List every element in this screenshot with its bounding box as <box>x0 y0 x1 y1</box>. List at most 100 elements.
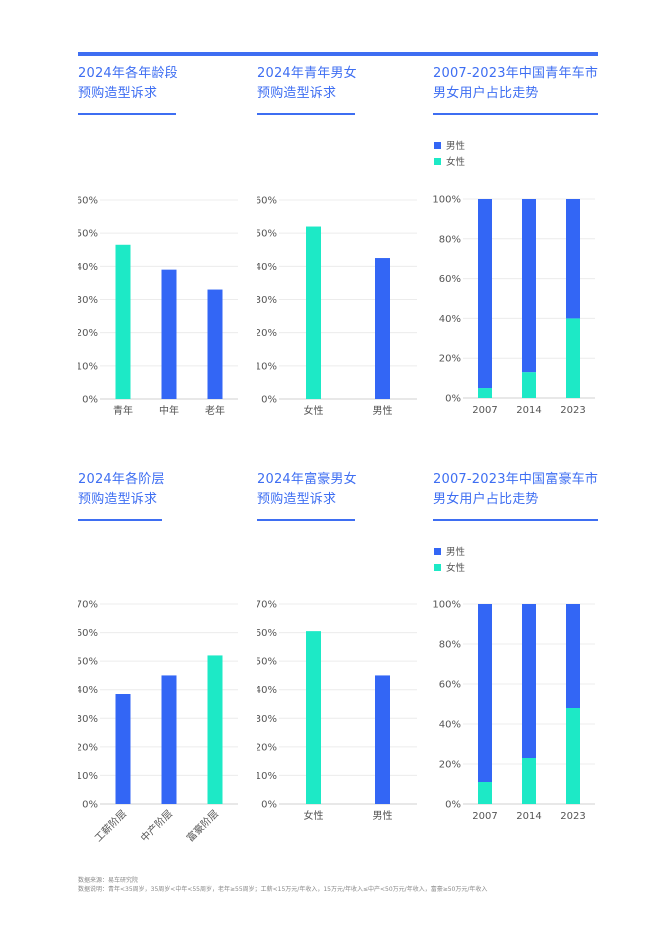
chart-panel-youth-trend: 2007-2023年中国青年车市 男女用户占比走势 0% 20% 40% 60% 80%… <box>433 64 608 424</box>
bar-segment <box>566 604 580 708</box>
bar-segment <box>522 758 536 804</box>
bar-segment <box>522 372 536 398</box>
y-tick-label: 0% <box>445 394 461 405</box>
y-tick-label: 10% <box>78 361 98 372</box>
x-tick-label: 女性 <box>304 404 324 417</box>
bar-segment <box>566 199 580 319</box>
chart-title-line-2: 男女用户占比走势 <box>433 492 539 507</box>
y-tick-label: 60% <box>257 196 277 207</box>
chart-panel-youth-gender: 2024年青年男女 预购造型诉求 0% 10% 20% 30% 40% 50% 60% 女性 男… <box>257 64 432 424</box>
bar-segment <box>566 708 580 804</box>
bar <box>161 675 177 804</box>
bar-segment <box>478 604 492 782</box>
y-tick-label: 50% <box>257 657 277 668</box>
chart-title-line-1: 2007-2023年中国青年车市 <box>433 66 599 81</box>
chart-panel-wealthy-gender: 2024年富豪男女 预购造型诉求 0% 10% 20% 30% 40% 50% 60% 70%… <box>257 470 432 870</box>
legend-swatch <box>434 564 441 571</box>
y-tick-label: 60% <box>439 274 461 285</box>
bar-chart-class: 0% 10% 20% 30% 40% 50% 60% 70% 工薪阶层 中产阶层 富豪阶层 <box>78 600 238 844</box>
x-tick-label: 男性 <box>373 404 393 417</box>
y-tick-label: 20% <box>78 328 98 339</box>
chart-title: 2007-2023年中国青年车市 男女用户占比走势 <box>433 64 633 104</box>
chart-title: 2024年各阶层 预购造型诉求 <box>78 470 278 510</box>
y-tick-label: 30% <box>78 295 98 306</box>
legend-swatch <box>434 158 441 165</box>
chart-title: 2024年青年男女 预购造型诉求 <box>257 64 457 104</box>
y-tick-label: 80% <box>439 640 461 651</box>
chart-panel-class: 2024年各阶层 预购造型诉求 0% 10% 20% 30% 40% 50% 60% 70% 工… <box>78 470 253 870</box>
bar <box>207 655 223 804</box>
x-tick-label: 2023 <box>560 811 585 822</box>
bar-chart-age: 0% 10% 20% 30% 40% 50% 60% 青年 中年 老年 <box>78 196 238 417</box>
x-tick-label: 2007 <box>472 811 497 822</box>
y-tick-label: 40% <box>257 685 277 696</box>
y-tick-label: 80% <box>439 234 461 245</box>
bar-segment <box>566 318 580 398</box>
y-tick-label: 20% <box>439 760 461 771</box>
y-tick-label: 50% <box>78 657 98 668</box>
legend-swatch <box>434 142 441 149</box>
legend-label: 女性 <box>446 562 466 574</box>
y-tick-label: 10% <box>257 361 277 372</box>
y-tick-label: 50% <box>257 229 277 240</box>
chart-title-line-2: 预购造型诉求 <box>257 86 337 101</box>
x-tick-label: 女性 <box>304 809 324 822</box>
y-tick-label: 40% <box>78 685 98 696</box>
y-tick-label: 0% <box>261 395 277 406</box>
y-tick-label: 60% <box>439 680 461 691</box>
x-tick-label: 富豪阶层 <box>184 807 221 844</box>
bar-segment <box>522 199 536 373</box>
bar <box>207 289 223 399</box>
legend-label: 男性 <box>446 546 466 558</box>
x-tick-label: 中产阶层 <box>138 807 175 844</box>
y-tick-label: 20% <box>257 742 277 753</box>
y-tick-label: 70% <box>78 600 98 611</box>
x-tick-label: 2014 <box>516 405 541 416</box>
bar-segment <box>478 199 492 389</box>
title-underline <box>433 113 598 115</box>
y-tick-label: 30% <box>257 295 277 306</box>
y-tick-label: 0% <box>82 395 98 406</box>
y-tick-label: 10% <box>78 771 98 782</box>
y-tick-label: 0% <box>445 800 461 811</box>
chart-title-line-2: 预购造型诉求 <box>78 86 158 101</box>
chart-title-line-1: 2024年各年龄段 <box>78 66 178 81</box>
chart-title-line-2: 预购造型诉求 <box>78 492 158 507</box>
y-tick-label: 0% <box>261 800 277 811</box>
chart-title-line-1: 2024年青年男女 <box>257 66 357 81</box>
footer-notes: 数据来源：易车研究院 数据说明：青年<35周岁，35周岁<中年<55周岁，老年≥… <box>78 876 487 894</box>
legend-swatch <box>434 548 441 555</box>
bar-chart-youth-gender: 0% 10% 20% 30% 40% 50% 60% 女性 男性 <box>257 196 417 417</box>
bar <box>161 269 177 399</box>
x-tick-label: 男性 <box>373 809 393 822</box>
chart-panel-wealthy-trend: 2007-2023年中国富豪车市 男女用户占比走势 0% 20% 40% 60% 80%… <box>433 470 608 870</box>
title-underline <box>433 519 598 521</box>
title-underline <box>257 519 355 521</box>
data-note: 数据说明：青年<35周岁，35周岁<中年<55周岁，老年≥55周岁；工薪<15万… <box>78 886 488 893</box>
chart-title: 2007-2023年中国富豪车市 男女用户占比走势 <box>433 470 633 510</box>
y-tick-label: 40% <box>78 262 98 273</box>
y-tick-label: 30% <box>257 714 277 725</box>
chart-title: 2024年富豪男女 预购造型诉求 <box>257 470 457 510</box>
bar-segment <box>522 604 536 758</box>
y-tick-label: 0% <box>82 800 98 811</box>
legend-label: 男性 <box>446 140 466 152</box>
legend-label: 女性 <box>446 156 466 168</box>
x-tick-label: 中年 <box>159 404 179 417</box>
y-tick-label: 20% <box>257 328 277 339</box>
x-tick-label: 老年 <box>205 404 225 417</box>
bar <box>115 244 131 399</box>
bar <box>306 226 321 399</box>
x-tick-label: 青年 <box>113 404 133 417</box>
y-tick-label: 50% <box>78 229 98 240</box>
chart-title-line-2: 预购造型诉求 <box>257 492 337 507</box>
bar <box>115 694 131 804</box>
x-tick-label: 2023 <box>560 405 585 416</box>
bar <box>375 675 390 804</box>
y-tick-label: 20% <box>439 354 461 365</box>
bar-segment <box>478 388 492 398</box>
x-tick-label: 工薪阶层 <box>92 807 129 844</box>
y-tick-label: 20% <box>78 742 98 753</box>
